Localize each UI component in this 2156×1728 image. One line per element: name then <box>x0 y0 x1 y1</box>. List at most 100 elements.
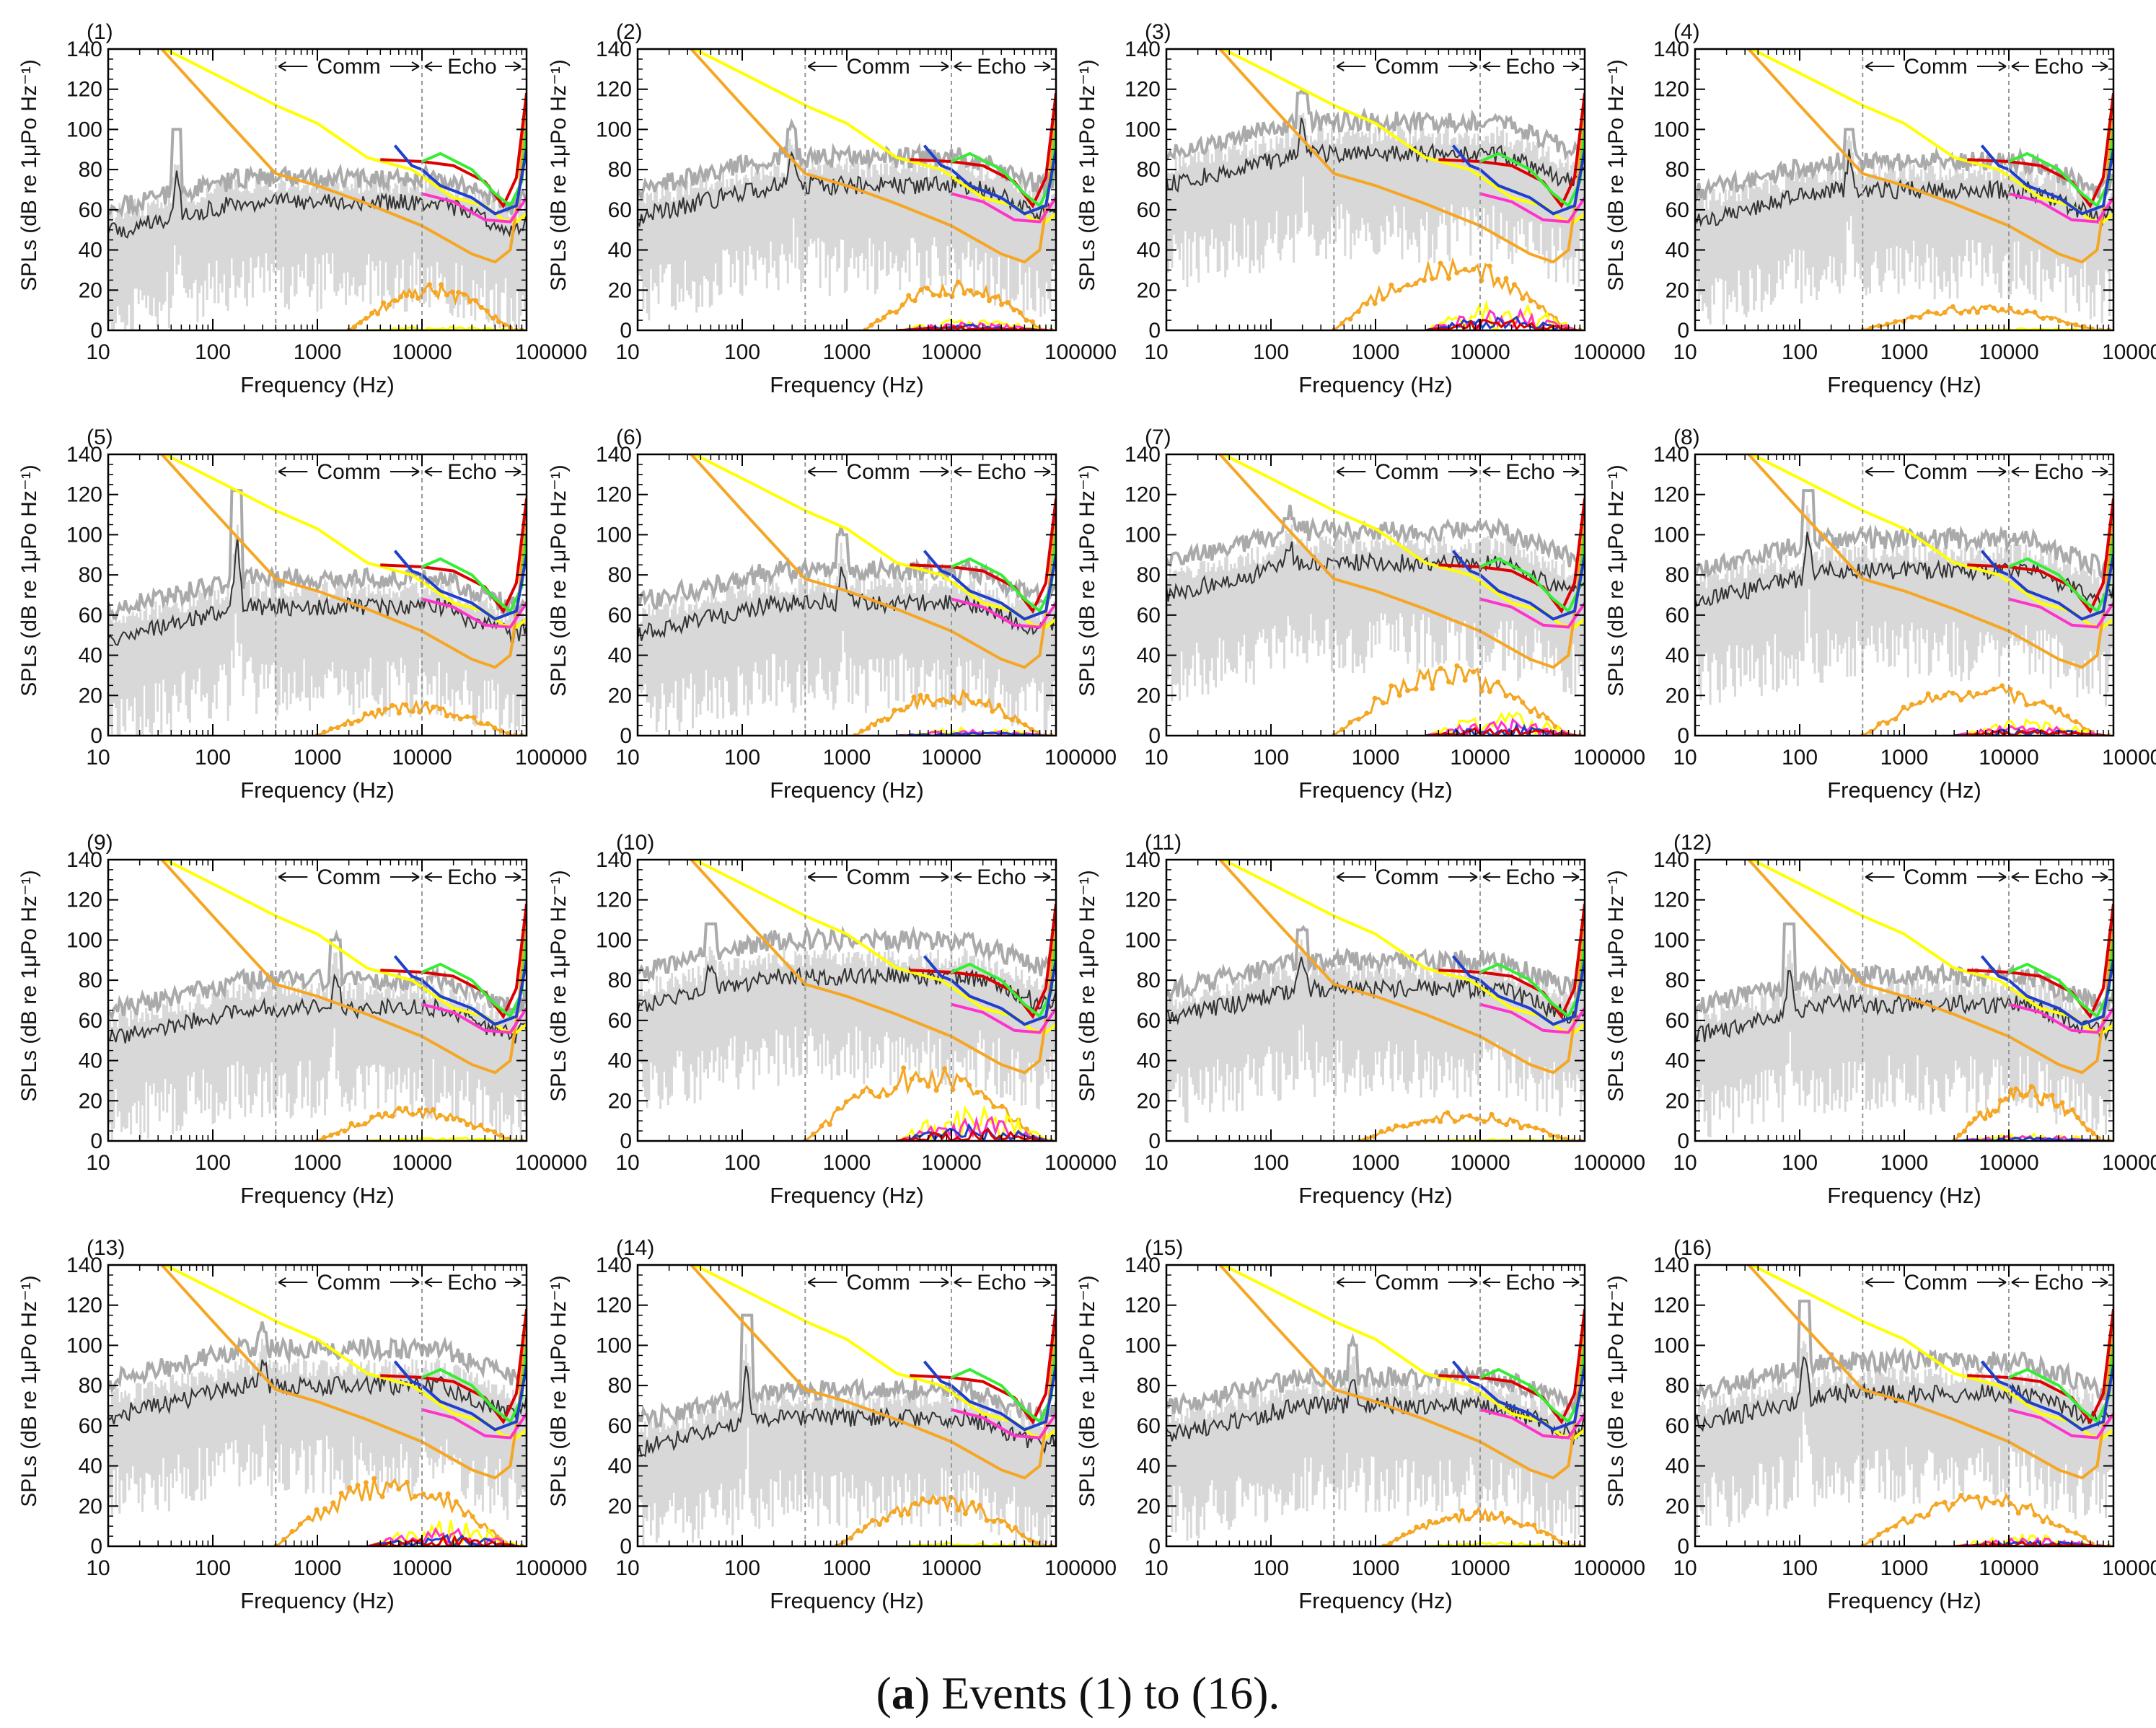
exceedance-point <box>1548 1132 1554 1138</box>
exceedance-point <box>955 279 961 285</box>
x-tick-label: 1000 <box>294 1556 342 1580</box>
comm-right-arrow <box>1977 467 2007 477</box>
upper-percentile-line <box>1695 489 2113 581</box>
x-tick-label: 100000 <box>1044 1151 1117 1175</box>
y-tick-label: 40 <box>1137 1455 1161 1478</box>
exceedance-point <box>1347 316 1353 322</box>
exceedance-point <box>1440 1517 1446 1523</box>
exceedance-point <box>1511 282 1517 288</box>
y-tick-label: 100 <box>1653 1334 1689 1357</box>
exceedance-point <box>465 714 470 720</box>
exceedance-point <box>428 1493 434 1499</box>
exceedance-point <box>1034 1540 1039 1546</box>
exceedance-point <box>1452 1119 1458 1124</box>
y-axis-label: SPLs (dB re 1μPo Hz⁻¹) <box>1075 1275 1099 1507</box>
exceedance-point <box>348 721 354 727</box>
exceedance-point <box>1520 700 1526 705</box>
exceedance-point <box>1991 305 1997 311</box>
echo-right-arrow <box>505 467 522 477</box>
exceedance-point <box>2090 1130 2096 1136</box>
x-tick-label: 100000 <box>515 340 587 364</box>
exceedance-point <box>321 1134 327 1140</box>
x-axis-label: Frequency (Hz) <box>1298 1183 1453 1208</box>
exceedance-point <box>933 1088 939 1093</box>
exceedance-point <box>843 1099 849 1105</box>
blue-exceedance <box>897 731 1049 736</box>
exceedance-point <box>2073 322 2079 327</box>
exceedance-point <box>410 1111 415 1117</box>
exceedance-point <box>2049 1093 2055 1098</box>
exceedance-point <box>1020 1533 1026 1538</box>
x-tick-label: 1000 <box>1352 1556 1400 1580</box>
exceedance-point <box>417 1107 423 1113</box>
comm-label: Comm <box>1904 55 1967 79</box>
exceedance-point <box>362 711 368 717</box>
exceedance-point <box>811 1132 817 1137</box>
exceedance-point <box>439 282 444 288</box>
x-tick-label: 10 <box>1144 340 1168 364</box>
exceedance-point <box>388 1483 393 1488</box>
x-tick-label: 10 <box>1673 1556 1697 1580</box>
echo-right-arrow <box>1563 61 1580 71</box>
x-tick-label: 10 <box>615 746 639 770</box>
x-tick-label: 10000 <box>921 1556 981 1580</box>
x-tick-label: 10000 <box>1979 340 2038 364</box>
exceedance-point <box>1487 263 1492 269</box>
exceedance-point <box>470 1514 475 1520</box>
exceedance-point <box>1982 1116 1988 1121</box>
echo-left-arrow <box>954 467 972 477</box>
y-tick-label: 140 <box>1125 1253 1161 1277</box>
exceedance-point <box>1003 714 1008 720</box>
exceedance-point <box>925 1083 931 1089</box>
exceedance-point <box>1536 304 1541 310</box>
exceedance-point <box>2032 1512 2038 1518</box>
upper-percentile-line <box>638 525 1056 610</box>
exceedance-point <box>930 292 936 298</box>
panel-15: Comm Echo 0 20 40 60 80 100 120 140 10 100 1000 10000… <box>1075 1236 1645 1613</box>
exceedance-point <box>506 731 511 736</box>
exceedance-point <box>1942 309 1948 315</box>
y-tick-label: 0 <box>620 319 632 343</box>
exceedance-point <box>885 717 891 723</box>
exceedance-point <box>1433 1520 1439 1525</box>
exceedance-point <box>1401 1124 1407 1129</box>
exceedance-point <box>1413 686 1419 692</box>
echo-left-arrow <box>1482 1277 1500 1287</box>
panel-9: Comm Echo 0 20 40 60 80 100 120 140 10 100 1000 10000… <box>17 831 587 1208</box>
comm-right-arrow <box>1448 467 1478 477</box>
panel-title: (1) <box>87 20 113 44</box>
exceedance-point <box>892 1085 898 1091</box>
exceedance-point <box>1446 679 1451 684</box>
exceedance-point <box>993 294 998 300</box>
exceedance-point <box>1512 1520 1518 1525</box>
exceedance-point <box>1999 307 2005 312</box>
y-tick-label: 80 <box>608 563 632 587</box>
y-axis-label: SPLs (dB re 1μPo Hz⁻¹) <box>1604 464 1628 697</box>
comm-label: Comm <box>1375 460 1438 484</box>
echo-left-arrow <box>2011 61 2029 71</box>
y-tick-label: 60 <box>1137 1414 1161 1438</box>
y-axis-label: SPLs (dB re 1μPo Hz⁻¹) <box>547 59 571 291</box>
x-axis-label: Frequency (Hz) <box>1298 1588 1453 1613</box>
panel-3: Comm Echo 0 20 40 60 80 100 120 140 10 100 1000 10000… <box>1075 20 1645 397</box>
exceedance-point <box>328 1132 334 1138</box>
exceedance-point <box>1893 1523 1898 1529</box>
exceedance-point <box>1006 1523 1011 1529</box>
y-tick-label: 60 <box>608 1009 632 1033</box>
yellow-exceedance <box>896 1104 1050 1141</box>
exceedance-point <box>866 726 871 731</box>
exceedance-point <box>498 1132 504 1138</box>
plot-area <box>1166 1265 1585 1546</box>
exceedance-point <box>876 1094 882 1100</box>
upper-percentile-line <box>1695 922 2113 1015</box>
upper-percentile-line <box>108 489 527 620</box>
y-tick-label: 120 <box>1653 889 1689 912</box>
exceedance-point <box>905 704 910 710</box>
x-tick-label: 100 <box>1253 746 1289 770</box>
x-tick-label: 10000 <box>1450 340 1510 364</box>
plot-area <box>638 1265 1056 1546</box>
exceedance-point <box>990 708 995 714</box>
x-tick-label: 100000 <box>515 1151 587 1175</box>
exceedance-point <box>2049 315 2054 321</box>
y-tick-label: 120 <box>596 483 632 507</box>
